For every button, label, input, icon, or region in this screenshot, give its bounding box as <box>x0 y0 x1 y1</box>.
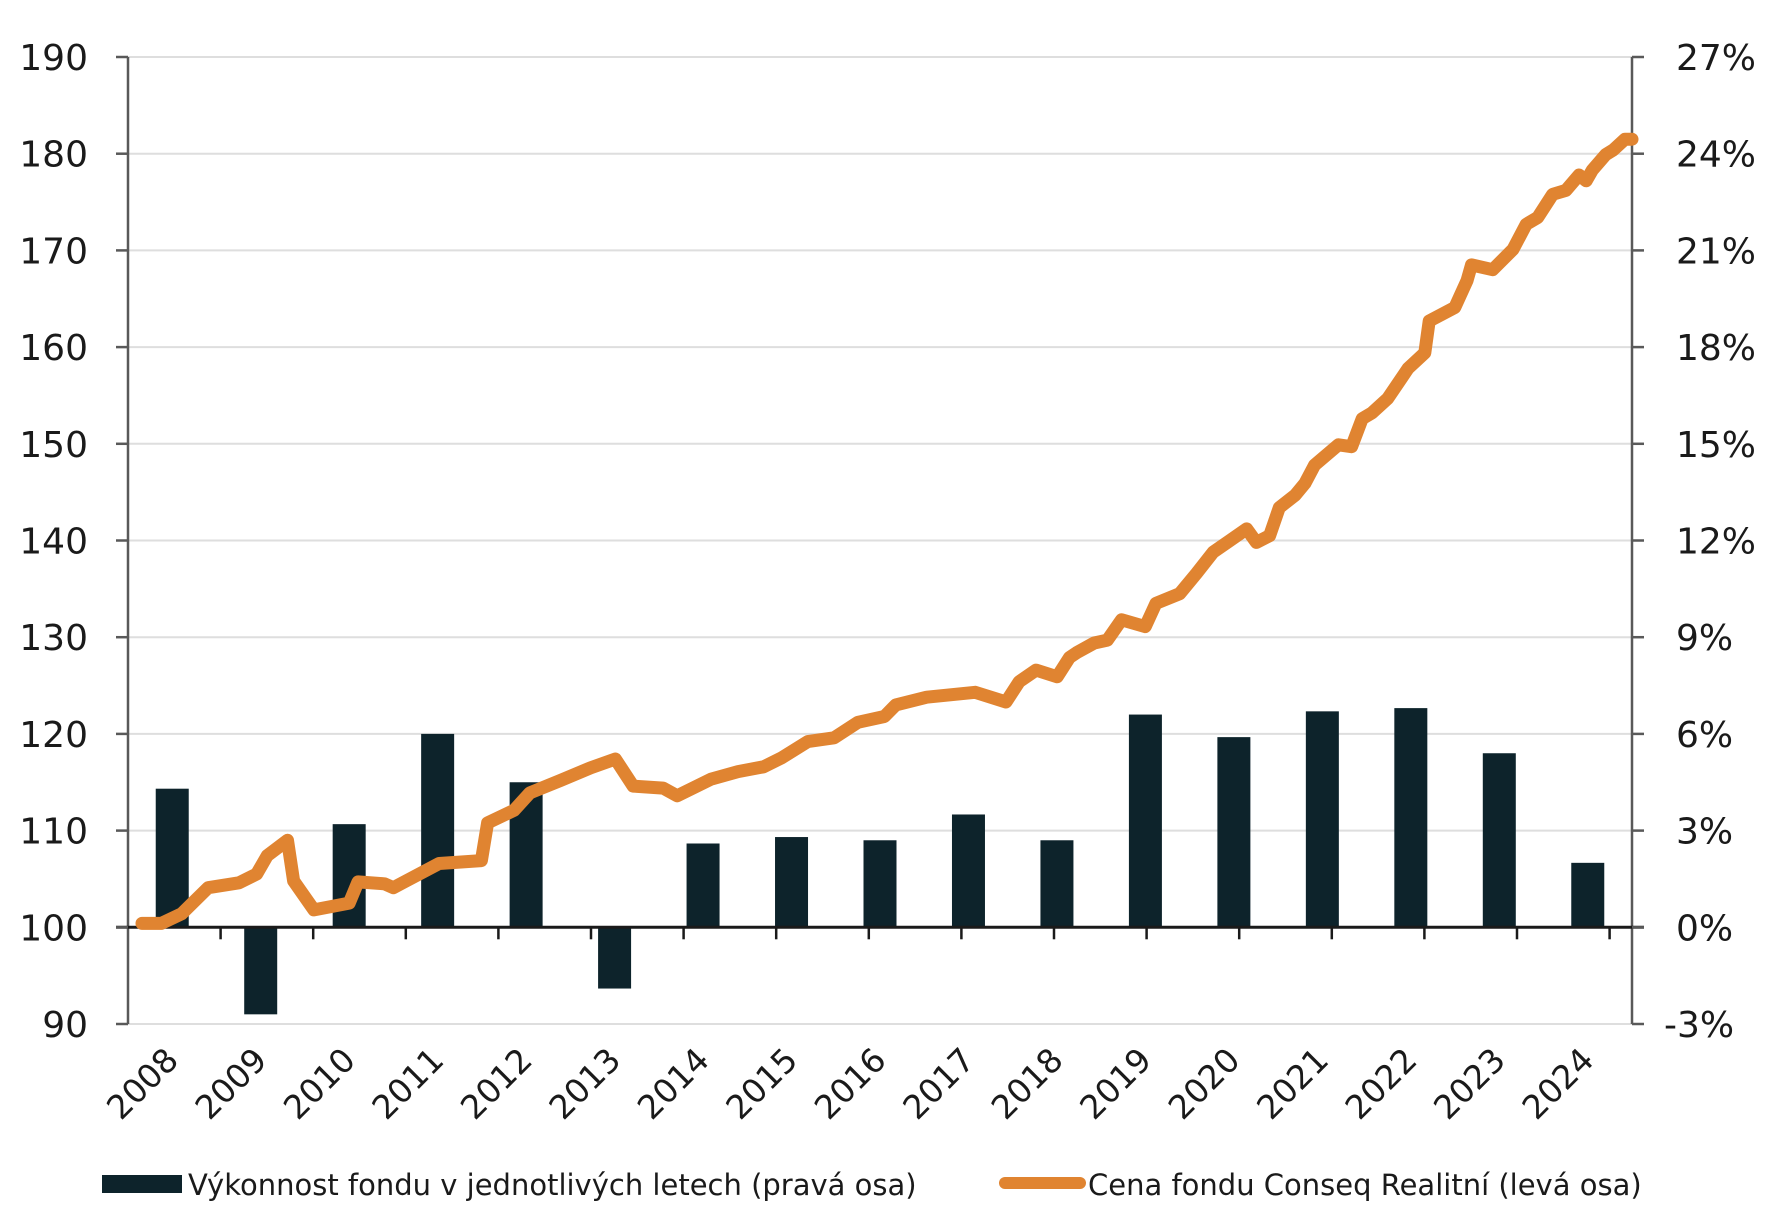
left-tick-label: 150 <box>19 425 88 466</box>
right-tick-label: 3% <box>1676 812 1733 853</box>
x-axis-labels: 2008 2009 2010 2011 2012 2013 2014 2015 2016 2017… <box>99 1040 1601 1127</box>
left-tick-label: 130 <box>19 618 88 659</box>
x-tick-label: 2017 <box>895 1040 982 1127</box>
bar-2013 <box>598 927 632 989</box>
x-tick-label: 2009 <box>187 1040 274 1127</box>
legend: Výkonnost fondu v jednotlivých letech (p… <box>102 1168 1642 1202</box>
legend-label-line: Cena fondu Conseq Realitní (levá osa) <box>1088 1168 1642 1202</box>
left-tick-label: 160 <box>19 328 88 369</box>
left-tick-label: 100 <box>19 908 88 949</box>
x-tick-label: 2019 <box>1072 1040 1159 1127</box>
bar-2009 <box>244 927 278 1015</box>
x-tick-label: 2021 <box>1249 1040 1336 1127</box>
x-tick-label: 2022 <box>1338 1040 1425 1127</box>
left-tick-label: 140 <box>19 522 88 563</box>
x-tick-label: 2020 <box>1161 1040 1248 1127</box>
x-tick-label: 2015 <box>718 1040 805 1127</box>
price-line <box>135 132 1639 930</box>
left-tick-label: 170 <box>19 231 88 272</box>
legend-swatch-bars <box>102 1175 182 1193</box>
x-tick-label: 2011 <box>364 1040 451 1127</box>
x-axis-ticks <box>219 927 1611 940</box>
x-tick-label: 2012 <box>453 1040 540 1127</box>
right-tick-label: 18% <box>1676 328 1756 369</box>
right-tick-label: 0% <box>1676 908 1733 949</box>
bar-2024 <box>1571 862 1605 928</box>
bar-2018 <box>1040 840 1074 928</box>
right-tick-label: 24% <box>1676 135 1756 176</box>
x-tick-label: 2014 <box>630 1040 717 1127</box>
bar-2020 <box>1217 737 1251 928</box>
bar-2021 <box>1305 711 1339 928</box>
right-axis-ticks: 27% 24% 21% 18% 15% 12% 9% 6% 3% 0% -3% <box>1632 38 1756 1046</box>
bar-2011 <box>421 733 455 928</box>
x-tick-label: 2016 <box>807 1040 894 1127</box>
left-axis-ticks: 190 180 170 160 150 140 130 120 110 100 90 <box>19 38 128 1046</box>
right-tick-label: 9% <box>1676 618 1733 659</box>
x-tick-label: 2018 <box>984 1040 1071 1127</box>
bar-2023 <box>1482 753 1516 928</box>
legend-label-bars: Výkonnost fondu v jednotlivých letech (p… <box>188 1168 917 1202</box>
legend-item-line[interactable]: Cena fondu Conseq Realitní (levá osa) <box>999 1168 1642 1202</box>
left-tick-label: 180 <box>19 135 88 176</box>
left-tick-label: 90 <box>42 1005 88 1046</box>
legend-item-bars[interactable]: Výkonnost fondu v jednotlivých letech (p… <box>102 1168 917 1202</box>
x-tick-label: 2010 <box>276 1040 363 1127</box>
bar-2017 <box>951 814 985 928</box>
bar-2019 <box>1128 714 1162 928</box>
left-tick-label: 120 <box>19 715 88 756</box>
bar-2022 <box>1394 708 1428 928</box>
x-tick-label: 2013 <box>541 1040 628 1127</box>
right-tick-label: 15% <box>1676 425 1756 466</box>
bar-series <box>155 708 1605 1015</box>
x-tick-label: 2024 <box>1514 1040 1601 1127</box>
bar-2015 <box>775 837 809 928</box>
line-series <box>135 132 1639 930</box>
right-tick-label: -3% <box>1664 1005 1734 1046</box>
bar-2016 <box>863 840 897 928</box>
left-tick-label: 190 <box>19 38 88 79</box>
left-tick-label: 110 <box>19 812 88 853</box>
bar-2014 <box>686 843 720 928</box>
right-tick-label: 21% <box>1676 231 1756 272</box>
right-tick-label: 27% <box>1676 38 1756 79</box>
x-tick-label: 2008 <box>99 1040 186 1127</box>
x-tick-label: 2023 <box>1426 1040 1513 1127</box>
right-tick-label: 12% <box>1676 522 1756 563</box>
right-tick-label: 6% <box>1676 715 1733 756</box>
